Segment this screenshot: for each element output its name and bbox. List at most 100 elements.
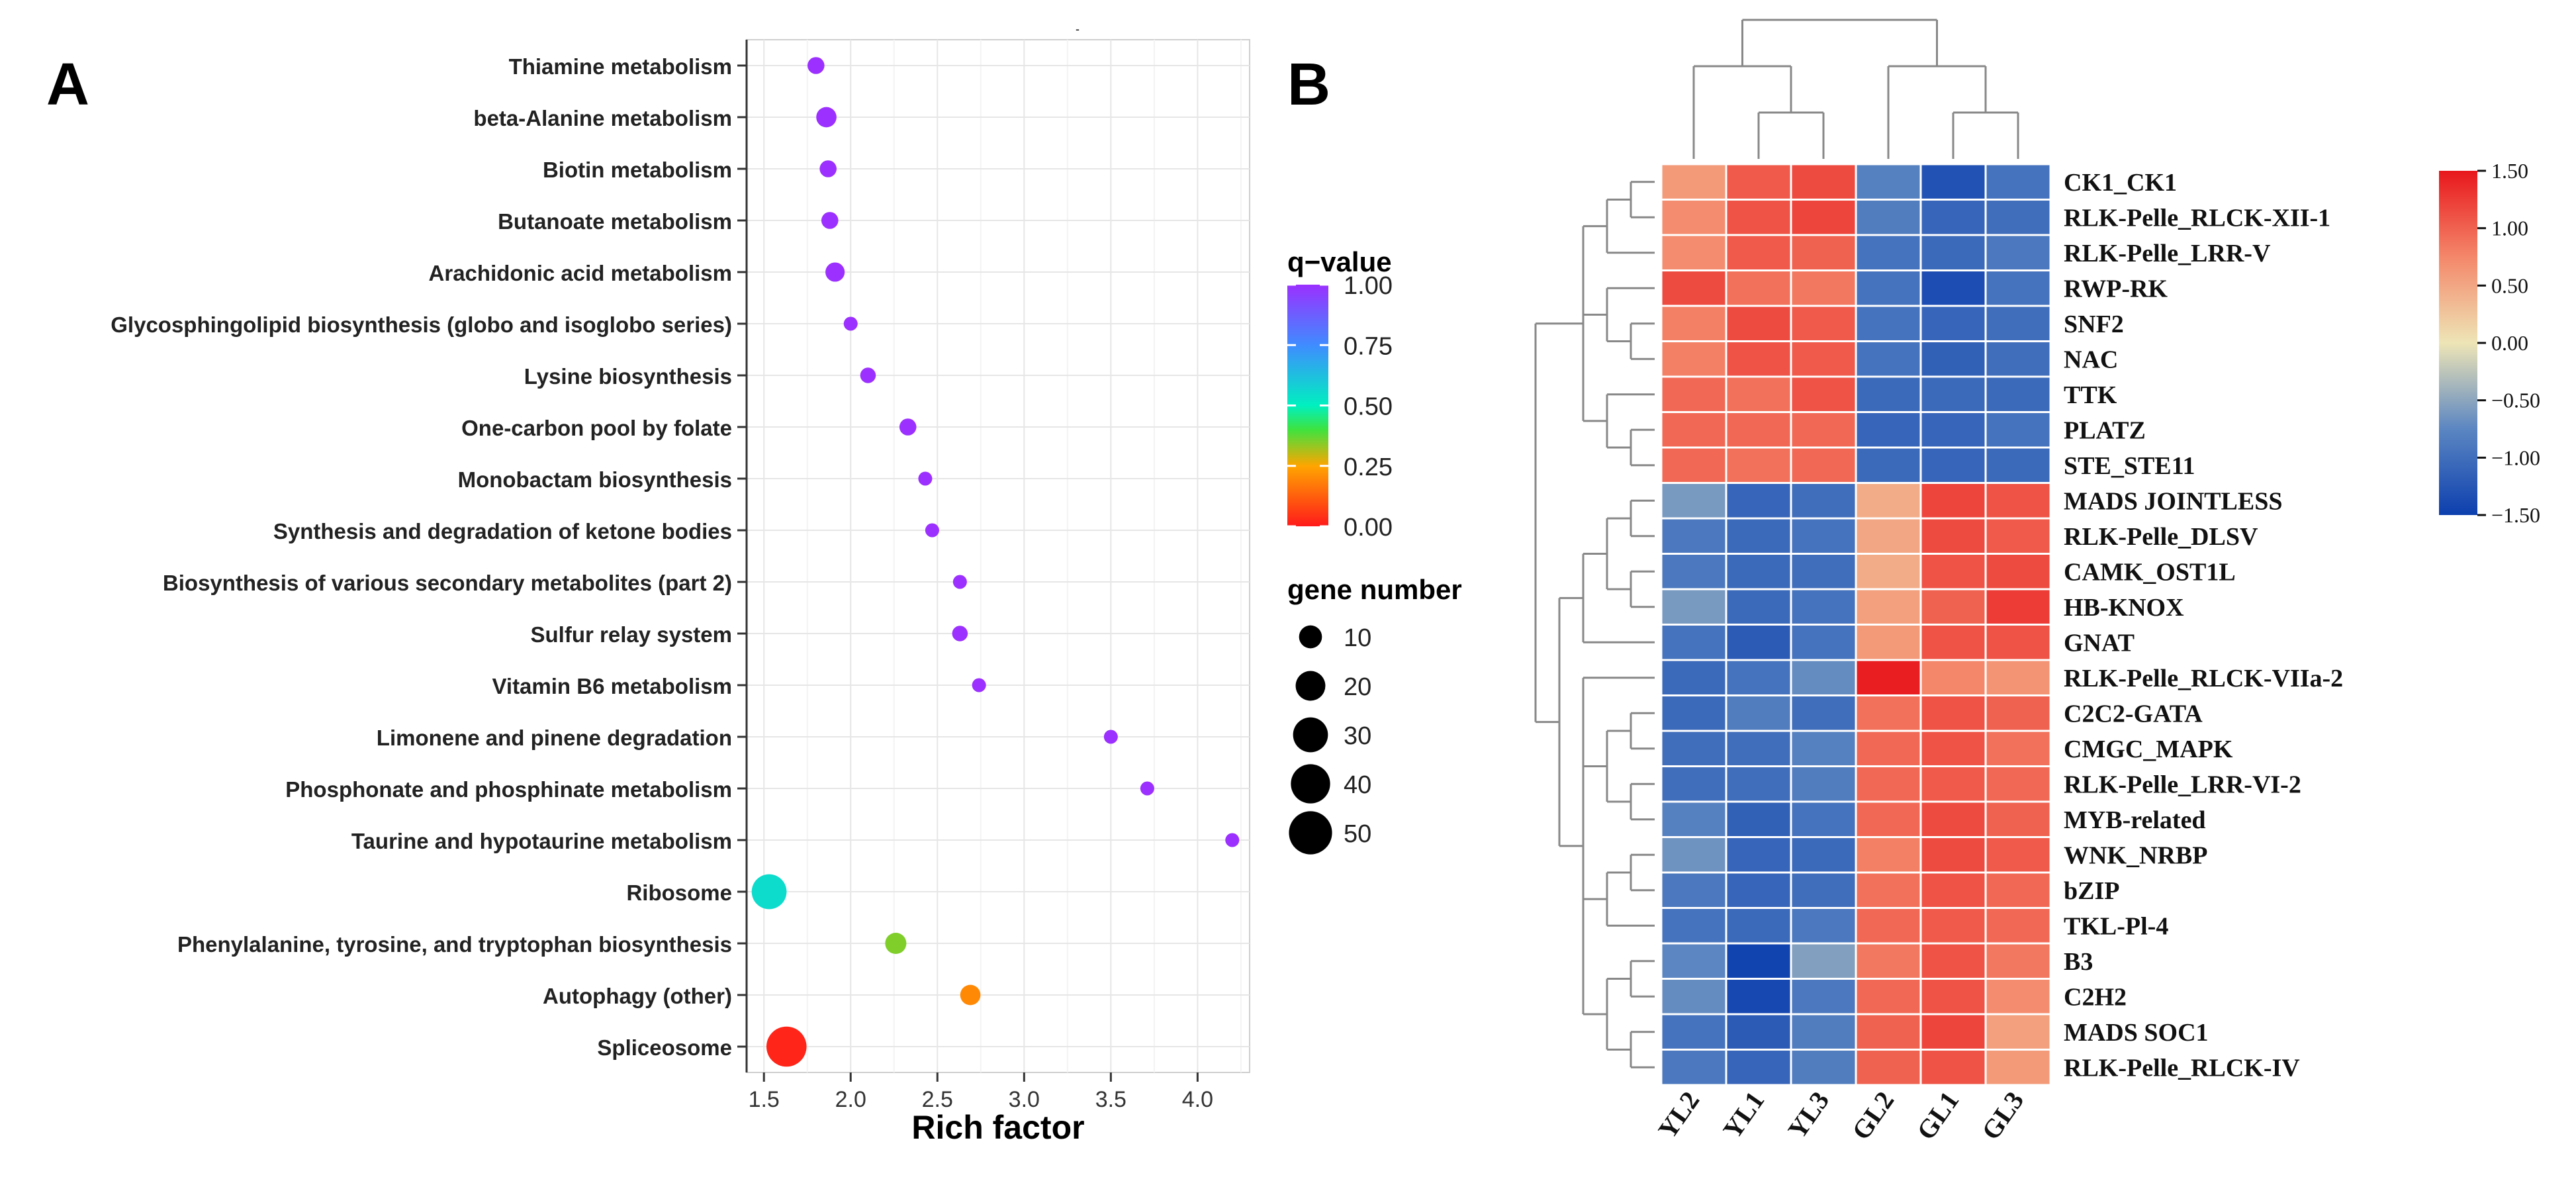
heatmap-cell	[1725, 340, 1792, 378]
heatmap-cell	[1790, 624, 1857, 661]
heatmap-cell	[1790, 1013, 1857, 1051]
heatmap-cell	[1984, 482, 2052, 520]
heatmap-cell	[1790, 1049, 1857, 1086]
heatmap-cell	[1919, 942, 1987, 980]
heatmap-cell	[1790, 730, 1857, 767]
colorbar-tick-label: −0.50	[2491, 389, 2540, 412]
heatmap-cell	[1984, 234, 2052, 271]
bubble-point	[816, 107, 837, 128]
heatmap-cell	[1919, 800, 1987, 838]
heatmap-cell	[1660, 871, 1727, 909]
heatmap-row-label: RLK-Pelle_LRR-VI-2	[2064, 771, 2301, 798]
size-legend-label: 20	[1344, 673, 1371, 701]
heatmap-colorbar	[2439, 171, 2477, 515]
pathway-label: Arachidonic acid metabolism	[429, 261, 732, 285]
heatmap-cell	[1790, 234, 1857, 271]
heatmap-column-label: YL1	[1717, 1086, 1770, 1144]
heatmap-cell	[1855, 800, 1922, 838]
x-axis-ticks: 1.5 2.0 2.5 3.0 3.5 4.0	[749, 1072, 1213, 1112]
heatmap-cell	[1855, 340, 1922, 378]
heatmap-cell	[1984, 836, 2052, 874]
size-legend-dot	[1289, 811, 1332, 855]
heatmap-cell	[1725, 517, 1792, 555]
pathway-label: Butanoate metabolism	[498, 209, 732, 234]
pathway-label: Phosphonate and phosphinate metabolism	[285, 777, 732, 802]
heatmap-cell	[1790, 800, 1857, 838]
heatmap-cell	[1855, 411, 1922, 449]
heatmap-cell	[1725, 482, 1792, 520]
heatmap-cell	[1984, 375, 2052, 413]
heatmap-cell	[1855, 871, 1922, 909]
heatmap-cell	[1984, 588, 2052, 626]
heatmap-panel: CK1_CK1 RLK-Pelle_RLCK-XII-1 RLK-Pelle_LRR…	[1534, 19, 2540, 1145]
colorbar-tick-label: 0.00	[2491, 331, 2528, 355]
pathway-label: Limonene and pinene degradation	[377, 726, 732, 750]
q-tick-label: 0.00	[1344, 514, 1393, 542]
heatmap-cell	[1790, 659, 1857, 696]
heatmap-row-label: CAMK_OST1L	[2064, 558, 2236, 586]
heatmap-cell	[1725, 199, 1792, 236]
colorbar-tick-label: −1.00	[2491, 446, 2540, 469]
heatmap-cell	[1855, 659, 1922, 696]
heatmap-cell	[1855, 375, 1922, 413]
heatmap-cell	[1660, 624, 1727, 661]
panel-label-b: B	[1287, 52, 1330, 118]
heatmap-cell	[1984, 871, 2052, 909]
heatmap-cell	[1855, 305, 1922, 342]
heatmap-cell	[1660, 588, 1727, 626]
heatmap-cell	[1725, 1049, 1792, 1086]
heatmap-cell	[1660, 800, 1727, 838]
heatmap-cell	[1855, 269, 1922, 307]
heatmap-cell	[1790, 446, 1857, 484]
heatmap-cell	[1919, 836, 1987, 874]
heatmap-cell	[1984, 269, 2052, 307]
pathway-label: Spliceosome	[597, 1035, 732, 1060]
heatmap-row-label: RLK-Pelle_LRR-V	[2064, 240, 2271, 267]
heatmap-cell	[1919, 588, 1987, 626]
heatmap-cell	[1919, 659, 1987, 696]
bubble-point	[1225, 833, 1240, 847]
size-legend-dot	[1293, 717, 1328, 753]
heatmap-cell	[1660, 730, 1727, 767]
heatmap-cell	[1790, 588, 1857, 626]
heatmap-cell	[1660, 305, 1727, 342]
heatmap-row-label: GNAT	[2064, 629, 2135, 657]
heatmap-cell	[1919, 234, 1987, 271]
heatmap-row-label: PLATZ	[2064, 416, 2146, 444]
heatmap-cell	[1790, 694, 1857, 732]
heatmap-cell	[1725, 163, 1792, 201]
heatmap-cell	[1660, 1049, 1727, 1086]
heatmap-cell	[1725, 730, 1792, 767]
heatmap-cell	[1919, 269, 1987, 307]
heatmap-cell	[1855, 234, 1922, 271]
heatmap-cell	[1660, 269, 1727, 307]
heatmap-cell	[1855, 1049, 1922, 1086]
heatmap-row-label: RWP-RK	[2064, 275, 2168, 303]
bubble-plot-area	[746, 39, 1250, 1073]
heatmap-cell	[1919, 517, 1987, 555]
heatmap-cell	[1984, 163, 2052, 201]
heatmap-cell	[1725, 659, 1792, 696]
q-tick-label: 0.25	[1344, 453, 1393, 481]
x-tick-label: 2.5	[922, 1087, 953, 1112]
heatmap-cell	[1855, 1013, 1922, 1051]
heatmap-cell	[1660, 659, 1727, 696]
bubble-point	[885, 932, 907, 955]
heatmap-cell	[1984, 907, 2052, 945]
heatmap-cell	[1984, 411, 2052, 449]
heatmap-cell	[1660, 517, 1727, 555]
heatmap-cell	[1984, 978, 2052, 1016]
bubble-point	[766, 1026, 807, 1067]
size-legend-dot	[1291, 764, 1330, 804]
bubble-point	[819, 160, 837, 177]
heatmap-cell	[1725, 800, 1792, 838]
bubble-point	[825, 262, 845, 282]
heatmap-cell	[1855, 199, 1922, 236]
pathway-label: Synthesis and degradation of ketone bodi…	[273, 519, 732, 544]
bubble-point	[843, 316, 858, 331]
bubble-point	[751, 874, 787, 910]
x-tick-label: 2.0	[835, 1087, 866, 1112]
heatmap-cell	[1725, 269, 1792, 307]
pathway-label: Vitamin B6 metabolism	[492, 674, 732, 698]
